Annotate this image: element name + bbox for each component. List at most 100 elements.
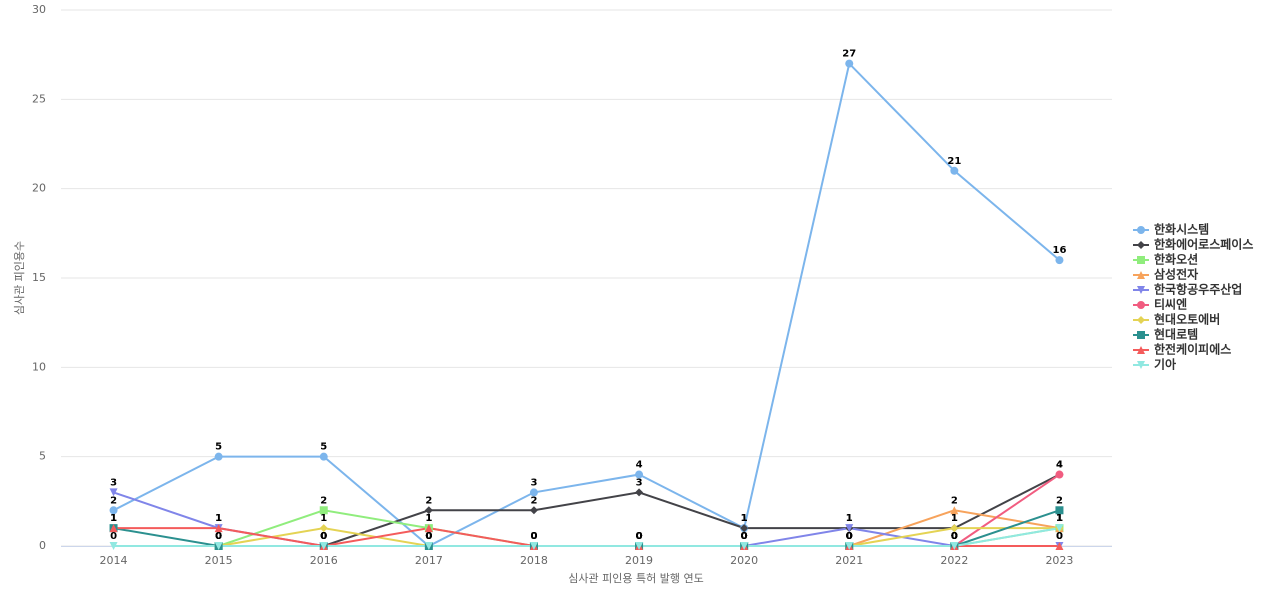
legend-marker (1137, 226, 1145, 234)
data-label: 0 (636, 531, 643, 542)
data-point (635, 542, 644, 550)
data-label: 0 (846, 531, 853, 542)
data-point (740, 524, 749, 533)
data-point (529, 488, 538, 497)
y-tick-label: 0 (39, 539, 46, 552)
legend-label: 삼성전자 (1154, 267, 1198, 282)
legend-label: 한전케이피에스 (1154, 342, 1231, 357)
data-label: 0 (741, 531, 748, 542)
data-point (950, 506, 959, 515)
data-label: 0 (741, 531, 748, 542)
series-line (953, 473, 1061, 547)
data-label: 1 (110, 513, 117, 524)
legend-label: 티씨엔 (1154, 297, 1187, 312)
data-label: 1 (425, 513, 432, 524)
x-tick-label: 2021 (835, 554, 863, 567)
data-label: 0 (530, 531, 537, 542)
data-label: 1 (741, 513, 748, 524)
x-tick-label: 2019 (625, 554, 653, 567)
x-tick-label: 2016 (310, 554, 338, 567)
legend-label: 한화시스템 (1154, 222, 1209, 237)
data-label: 2 (951, 495, 958, 506)
data-point (424, 542, 433, 550)
data-point (1055, 524, 1064, 533)
legend-label: 한국항공우주산업 (1154, 282, 1242, 297)
legend-marker (1137, 301, 1145, 309)
x-tick-label: 2015 (205, 554, 233, 567)
data-label: 0 (320, 531, 327, 542)
data-point (1055, 470, 1064, 479)
data-label: 27 (842, 49, 856, 60)
data-label: 0 (215, 531, 222, 542)
x-axis-title: 심사관 피인용 특허 발행 연도 (568, 572, 703, 585)
data-label: 1 (215, 513, 222, 524)
data-label: 1 (1056, 513, 1063, 524)
data-label: 0 (425, 531, 432, 542)
data-point (1055, 506, 1064, 515)
data-label: 4 (1056, 460, 1063, 471)
data-label: 0 (530, 531, 537, 542)
data-label: 0 (951, 531, 958, 542)
x-tick-label: 2017 (415, 554, 443, 567)
legend-marker (1137, 271, 1145, 279)
data-label: 2 (530, 495, 537, 506)
data-point (529, 506, 538, 515)
data-label: 5 (215, 442, 222, 453)
data-label: 0 (846, 531, 853, 542)
data-label: 0 (320, 531, 327, 542)
legend-marker (1137, 241, 1145, 249)
data-point (109, 524, 118, 533)
y-tick-label: 15 (32, 271, 46, 284)
data-label: 1 (215, 513, 222, 524)
data-label: 2 (425, 495, 432, 506)
series-line (113, 527, 1060, 548)
data-label: 0 (425, 531, 432, 542)
data-point (319, 542, 328, 550)
data-point (1055, 256, 1064, 265)
data-label: 0 (741, 531, 748, 542)
data-label: 0 (951, 531, 958, 542)
data-point (1055, 542, 1064, 550)
data-label: 0 (530, 531, 537, 542)
data-point (214, 524, 223, 533)
data-label: 0 (741, 531, 748, 542)
data-label: 3 (110, 477, 117, 488)
data-point (529, 542, 538, 550)
data-label: 0 (320, 531, 327, 542)
data-point (109, 488, 118, 497)
legend-marker (1137, 346, 1145, 354)
data-point (319, 524, 328, 533)
data-label: 0 (320, 531, 327, 542)
data-label: 0 (530, 531, 537, 542)
data-label: 0 (215, 531, 222, 542)
legend-marker (1137, 316, 1145, 324)
data-point (214, 542, 223, 550)
y-tick-label: 25 (32, 92, 46, 105)
data-point (319, 506, 328, 515)
data-label: 0 (846, 531, 853, 542)
data-label: 1 (846, 513, 853, 524)
data-point (845, 59, 854, 68)
data-point (214, 452, 223, 461)
data-label: 1 (741, 513, 748, 524)
data-label: 2 (110, 495, 117, 506)
data-point (319, 452, 328, 461)
data-label: 0 (846, 531, 853, 542)
data-label: 2 (1056, 495, 1063, 506)
data-label: 0 (530, 531, 537, 542)
y-tick-label: 30 (32, 3, 46, 16)
data-label: 1 (110, 513, 117, 524)
legend-label: 현대오토에버 (1154, 312, 1220, 327)
legend-marker (1137, 286, 1145, 294)
legend-marker (1137, 331, 1145, 339)
legend-label: 한화오션 (1154, 252, 1198, 267)
data-label: 1 (1056, 513, 1063, 524)
data-label: 1 (1056, 513, 1063, 524)
series-line (113, 61, 1061, 548)
data-label: 0 (951, 531, 958, 542)
data-point (740, 542, 749, 550)
y-tick-label: 20 (32, 182, 46, 195)
data-label: 0 (215, 531, 222, 542)
data-label: 0 (636, 531, 643, 542)
